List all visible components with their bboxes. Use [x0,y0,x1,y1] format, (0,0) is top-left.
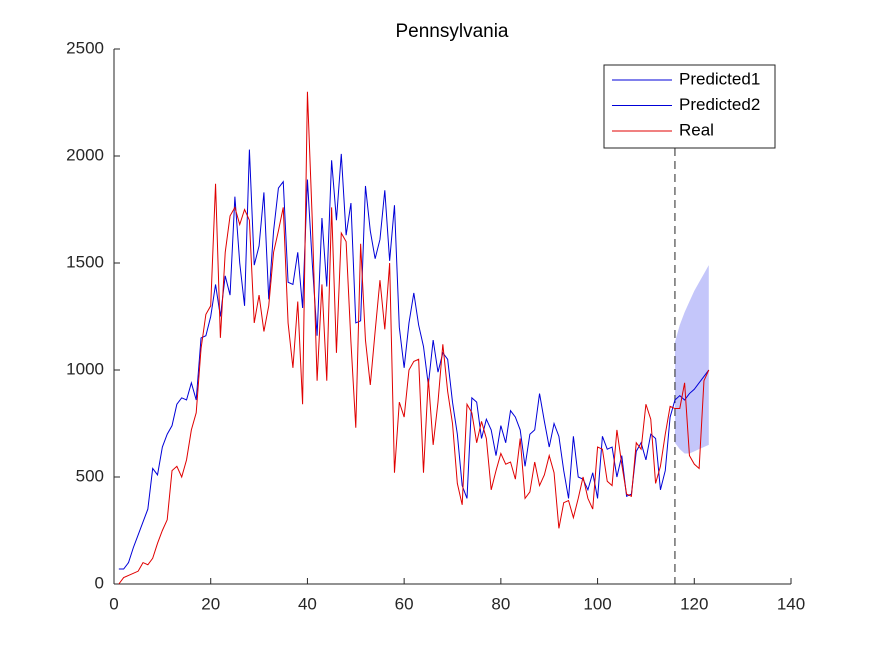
legend-label: Predicted2 [679,95,760,114]
x-tick-label: 100 [583,594,611,613]
y-tick-label: 500 [76,466,104,485]
y-tick-label: 0 [95,573,104,592]
x-tick-label: 40 [298,594,317,613]
x-tick-label: 120 [680,594,708,613]
y-tick-label: 1500 [66,252,104,271]
series-line [674,369,710,401]
legend-label: Real [679,120,714,139]
y-tick-label: 2500 [66,38,104,57]
y-tick-label: 1000 [66,359,104,378]
x-tick-label: 0 [109,594,118,613]
legend-box [603,64,776,149]
x-tick-label: 80 [491,594,510,613]
chart-title: Pennsylvania [395,21,508,42]
x-tick-label: 20 [201,594,220,613]
legend-label: Predicted1 [679,69,760,88]
x-tick-label: 60 [395,594,414,613]
x-tick-label: 140 [777,594,805,613]
y-tick-label: 2000 [66,145,104,164]
confidence-band [674,265,709,454]
series-line [118,91,710,585]
